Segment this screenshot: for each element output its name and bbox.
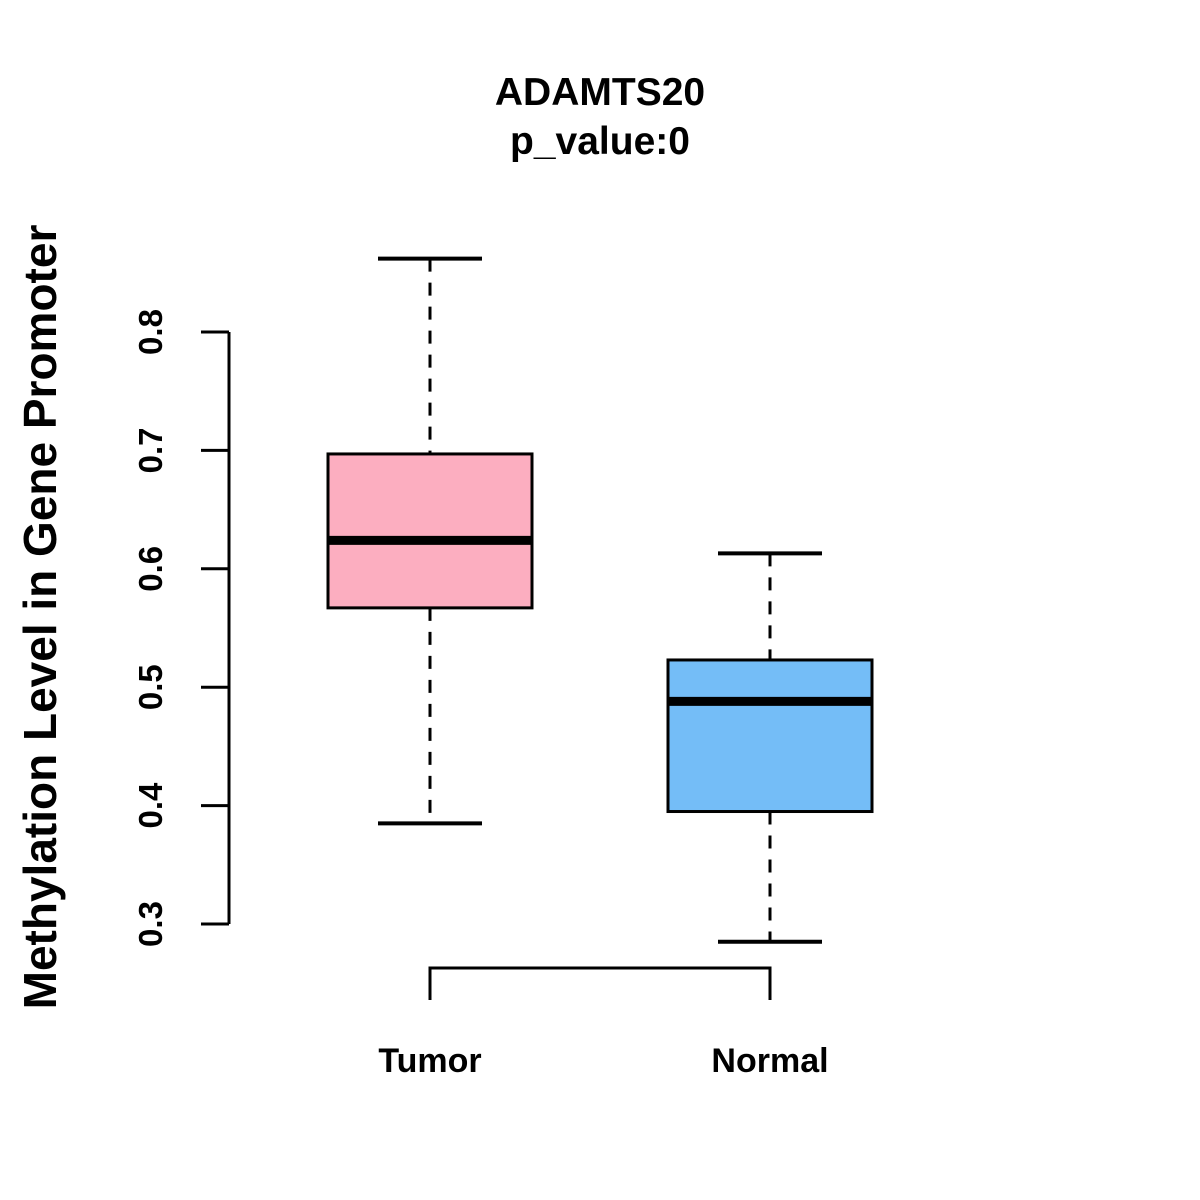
chart-title: ADAMTS20 [494,71,706,114]
tumor-box [326,452,534,610]
category-label-tumor: Tumor [378,1042,481,1080]
y-axis-tick-label: 0.3 [132,901,169,947]
y-axis-tick-label: 0.6 [132,546,169,592]
y-axis-tick-label: 0.7 [132,427,169,473]
y-axis-tick-label: 0.8 [132,309,169,355]
category-label-normal: Normal [711,1042,828,1080]
x-axis-line [428,966,772,1000]
chart-title-block: ADAMTS20 p_value:0 [0,68,1200,166]
y-axis-tick-label: 0.5 [132,664,169,710]
y-axis-tick-label: 0.4 [132,782,169,829]
chart-subtitle: p_value:0 [510,120,690,163]
normal-box [666,658,874,814]
